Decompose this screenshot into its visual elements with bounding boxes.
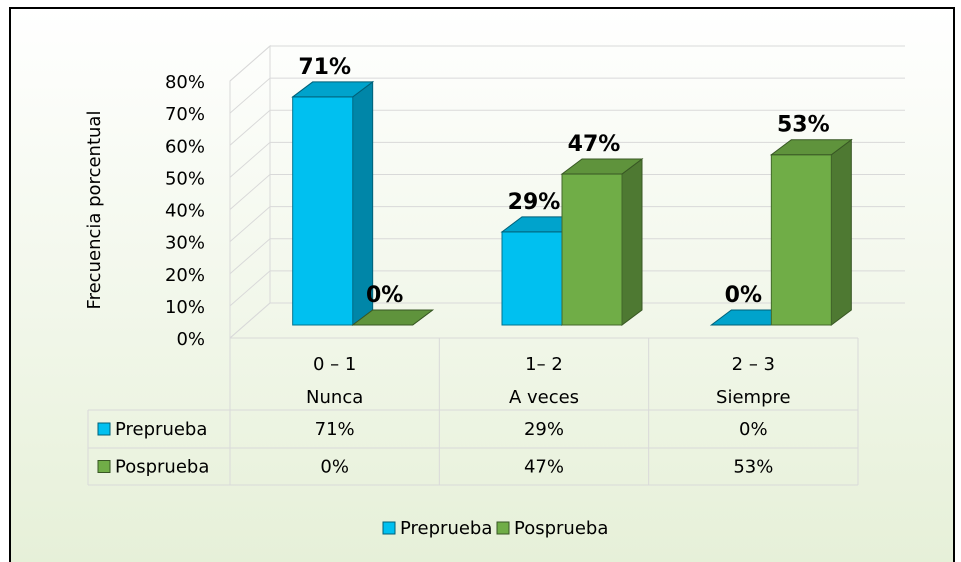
x-tick-label: 0 – 1 [313,354,356,375]
legend-label: Posprueba [514,518,608,539]
data-label: 47% [568,132,621,157]
bar [501,231,563,326]
bar-side [830,138,852,326]
grid-line [229,45,905,82]
grid-line [229,238,905,275]
x-tick-label: Nunca [306,387,363,408]
table-value: 53% [733,457,773,478]
bar [292,96,354,326]
y-tick-label: 60% [165,136,205,157]
y-axis-title: Frecuencia porcentual [84,111,105,310]
x-tick-label: A veces [509,387,579,408]
bar-top [769,139,853,156]
bar-top [351,309,435,326]
legend-key [382,521,396,535]
table-value: 0% [739,419,768,440]
bar-top [291,81,375,98]
data-label: 71% [298,55,351,80]
y-tick-label: 10% [165,297,205,318]
grid-line [229,141,905,178]
grid-line [229,270,905,307]
y-tick-label: 70% [165,104,205,125]
x-tick-label: 1– 2 [525,354,563,375]
bar [561,173,623,326]
grid-line [229,174,905,210]
table-value: 47% [524,457,564,478]
grid-line [229,302,905,339]
data-label: 53% [777,113,830,138]
table-value: 71% [315,419,355,440]
y-tick-label: 30% [165,233,205,254]
legend-key [97,422,111,436]
table-lines [87,337,859,486]
data-label: 0% [366,283,403,308]
data-label: 29% [508,190,561,215]
legend-label: Preprueba [400,518,492,539]
table-value: 0% [320,457,349,478]
grid-line [229,206,905,243]
y-tick-label: 20% [165,265,205,286]
row-label: Preprueba [115,419,207,440]
legend-key [97,460,111,473]
x-tick-label: Siempre [716,387,791,408]
bar [770,154,832,326]
y-tick-label: 0% [176,329,205,350]
row-label: Posprueba [115,457,209,478]
grid-line [229,109,905,146]
bar-side [621,158,643,326]
x-tick-label: 2 – 3 [732,354,775,375]
bar-top [560,158,644,175]
data-label: 0% [725,283,762,308]
legend-key [496,521,510,535]
y-tick-label: 50% [165,168,205,189]
y-tick-label: 80% [165,72,205,93]
table-value: 29% [524,419,564,440]
grid-line [229,77,905,114]
y-tick-label: 40% [165,201,205,222]
